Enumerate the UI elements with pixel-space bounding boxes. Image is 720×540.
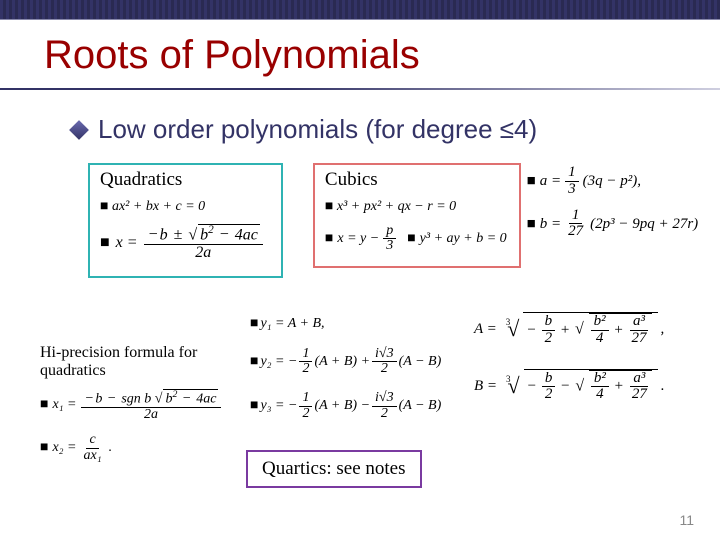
bullet-row: Low order polynomials (for degree ≤4) <box>72 114 720 145</box>
quadratics-eq: ■ ax² + bx + c = 0 <box>100 199 263 216</box>
quadratics-solution: ■ x = −b ± √b2 − 4ac 2a <box>100 224 263 262</box>
accent-bar <box>0 0 720 20</box>
b-def: ■ b = 127 (2p³ − 9pq + 27r) <box>527 208 699 241</box>
quadratics-label: Quadratics <box>100 169 263 191</box>
y2: ■ y₂ = − 12 (A + B) + i√32 (A − B) <box>250 347 441 377</box>
quadratics-box: Quadratics ■ ax² + bx + c = 0 ■ x = −b ±… <box>88 163 283 278</box>
hiprec-box: Hi-precision formula for quadratics ■ x₁… <box>40 344 230 463</box>
a-def: ■ a = 13 (3q − p²), <box>527 165 699 198</box>
y3: ■ y₃ = − 12 (A + B) − i√32 (A − B) <box>250 391 441 421</box>
title-underline <box>0 88 720 90</box>
page-title: Roots of Polynomials <box>44 34 720 76</box>
hiprec-x1: ■ x₁ = −b − sgn b √b2 − 4ac 2a <box>40 389 230 423</box>
bullet-text: Low order polynomials (for degree ≤4) <box>98 114 537 145</box>
quartics-box: Quartics: see notes <box>246 450 422 488</box>
AB-definitions: A = √ − b2 + √ b²4 + a³27 , B = √ − b2 −… <box>474 312 665 403</box>
page-number: 11 <box>679 512 694 528</box>
A-def: A = √ − b2 + √ b²4 + a³27 , <box>474 312 665 347</box>
diamond-bullet-icon <box>69 120 89 140</box>
y1: ■ y₁ = A + B, <box>250 316 441 333</box>
quartics-label: Quartics: see notes <box>262 458 406 479</box>
B-def: B = √ − b2 − √ b²4 + a³27 . <box>474 369 665 404</box>
cubics-eq: ■ x³ + px² + qx − r = 0 <box>325 199 507 216</box>
cubics-box: Cubics ■ x³ + px² + qx − r = 0 ■ x = y −… <box>313 163 521 268</box>
formula-row: Quadratics ■ ax² + bx + c = 0 ■ x = −b ±… <box>0 163 720 278</box>
cubics-label: Cubics <box>325 169 507 191</box>
hiprec-label: Hi-precision formula for quadratics <box>40 344 230 381</box>
hiprec-x2: ■ x₂ = c ax₁ . <box>40 433 230 463</box>
cubics-sub: ■ x = y − p3 ■ y³ + ay + b = 0 <box>325 224 507 254</box>
ab-definitions: ■ a = 13 (3q − p²), ■ b = 127 (2p³ − 9pq… <box>527 163 699 240</box>
cubics-roots: ■ y₁ = A + B, ■ y₂ = − 12 (A + B) + i√32… <box>250 316 441 422</box>
